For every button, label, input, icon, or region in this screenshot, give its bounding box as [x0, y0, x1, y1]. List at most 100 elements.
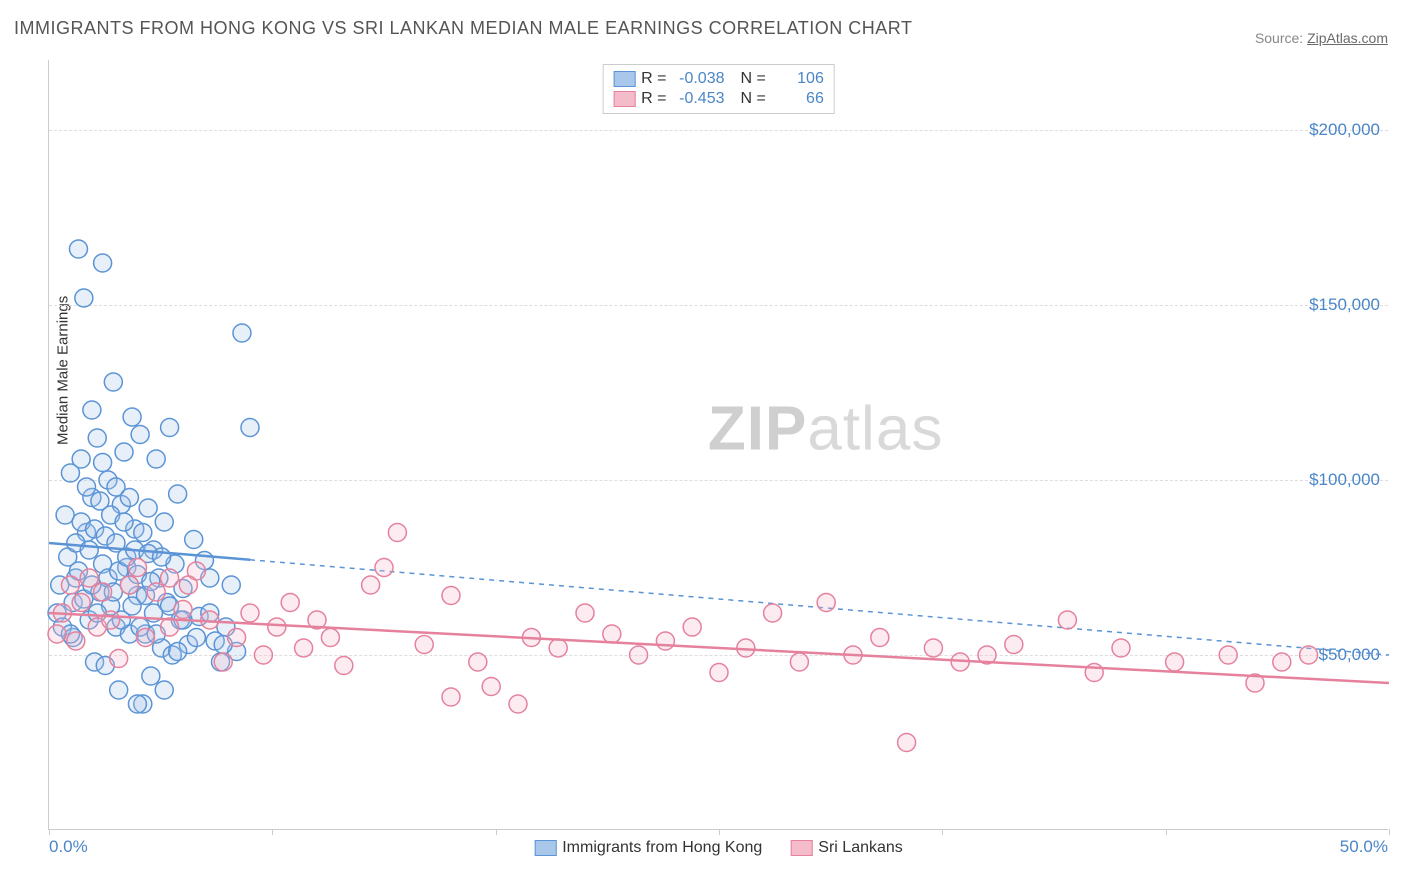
scatter-point	[817, 594, 835, 612]
scatter-point	[161, 569, 179, 587]
scatter-point	[179, 576, 197, 594]
scatter-point	[80, 541, 98, 559]
scatter-point	[710, 664, 728, 682]
scatter-point	[155, 513, 173, 531]
scatter-point	[147, 450, 165, 468]
scatter-point	[1273, 653, 1291, 671]
chart-title: IMMIGRANTS FROM HONG KONG VS SRI LANKAN …	[14, 18, 912, 39]
scatter-point	[321, 629, 339, 647]
scatter-point	[56, 506, 74, 524]
legend-r-label-1: R =	[641, 90, 666, 108]
scatter-point	[115, 513, 133, 531]
scatter-point	[136, 629, 154, 647]
scatter-point	[442, 587, 460, 605]
scatter-point	[388, 524, 406, 542]
series-name-1: Sri Lankans	[818, 839, 903, 857]
scatter-point	[110, 681, 128, 699]
legend-n-label-1: N =	[741, 90, 766, 108]
scatter-point	[67, 632, 85, 650]
scatter-point	[187, 629, 205, 647]
scatter-point	[185, 531, 203, 549]
scatter-point	[1300, 646, 1318, 664]
series-legend: Immigrants from Hong Kong Sri Lankans	[534, 839, 903, 857]
series-legend-item-0: Immigrants from Hong Kong	[534, 839, 762, 857]
scatter-point	[94, 583, 112, 601]
scatter-point	[69, 240, 87, 258]
scatter-point	[94, 254, 112, 272]
scatter-point	[169, 485, 187, 503]
source-attribution: Source: ZipAtlas.com	[1255, 30, 1388, 46]
scatter-point	[72, 594, 90, 612]
source-link[interactable]: ZipAtlas.com	[1307, 30, 1388, 46]
x-tick	[272, 829, 273, 835]
legend-row-0: R = -0.038 N = 106	[613, 69, 824, 89]
scatter-point	[128, 695, 146, 713]
legend-r-value-0: -0.038	[673, 70, 725, 88]
scatter-point	[375, 559, 393, 577]
legend-n-value-1: 66	[772, 90, 824, 108]
scatter-point	[104, 373, 122, 391]
series-legend-item-1: Sri Lankans	[790, 839, 903, 857]
scatter-point	[1005, 636, 1023, 654]
scatter-point	[764, 604, 782, 622]
scatter-point	[630, 646, 648, 664]
scatter-point	[509, 695, 527, 713]
scatter-point	[576, 604, 594, 622]
scatter-svg	[49, 60, 1388, 829]
scatter-point	[115, 443, 133, 461]
legend-r-label-0: R =	[641, 70, 666, 88]
scatter-point	[656, 632, 674, 650]
scatter-point	[142, 667, 160, 685]
legend-swatch-1	[613, 91, 635, 107]
scatter-point	[78, 478, 96, 496]
x-axis-max-label: 50.0%	[1340, 837, 1388, 857]
scatter-point	[147, 583, 165, 601]
correlation-legend: R = -0.038 N = 106 R = -0.453 N = 66	[602, 64, 835, 114]
chart-container: IMMIGRANTS FROM HONG KONG VS SRI LANKAN …	[0, 0, 1406, 892]
scatter-point	[871, 629, 889, 647]
x-tick	[1166, 829, 1167, 835]
series-swatch-1	[790, 840, 812, 856]
scatter-point	[603, 625, 621, 643]
scatter-point	[61, 576, 79, 594]
scatter-point	[155, 681, 173, 699]
scatter-point	[241, 604, 259, 622]
x-tick	[496, 829, 497, 835]
scatter-point	[174, 601, 192, 619]
scatter-point	[233, 324, 251, 342]
series-name-0: Immigrants from Hong Kong	[562, 839, 762, 857]
scatter-point	[88, 429, 106, 447]
scatter-point	[128, 559, 146, 577]
scatter-point	[72, 450, 90, 468]
x-tick	[719, 829, 720, 835]
scatter-point	[139, 499, 157, 517]
scatter-point	[281, 594, 299, 612]
scatter-point	[254, 646, 272, 664]
scatter-point	[120, 489, 138, 507]
scatter-point	[241, 419, 259, 437]
scatter-point	[549, 639, 567, 657]
plot-area: Median Male Earnings ZIPatlas $50,000$10…	[48, 60, 1388, 830]
legend-swatch-0	[613, 71, 635, 87]
scatter-point	[295, 639, 313, 657]
scatter-point	[83, 401, 101, 419]
scatter-point	[469, 653, 487, 671]
x-tick	[49, 829, 50, 835]
legend-r-value-1: -0.453	[673, 90, 725, 108]
scatter-point	[131, 426, 149, 444]
series-swatch-0	[534, 840, 556, 856]
x-tick	[942, 829, 943, 835]
scatter-point	[335, 657, 353, 675]
scatter-point	[169, 643, 187, 661]
scatter-point	[898, 734, 916, 752]
scatter-point	[134, 524, 152, 542]
scatter-point	[362, 576, 380, 594]
scatter-point	[442, 688, 460, 706]
scatter-point	[1112, 639, 1130, 657]
scatter-point	[1219, 646, 1237, 664]
legend-row-1: R = -0.453 N = 66	[613, 89, 824, 109]
scatter-point	[1166, 653, 1184, 671]
x-tick	[1389, 829, 1390, 835]
scatter-point	[214, 653, 232, 671]
scatter-point	[102, 611, 120, 629]
